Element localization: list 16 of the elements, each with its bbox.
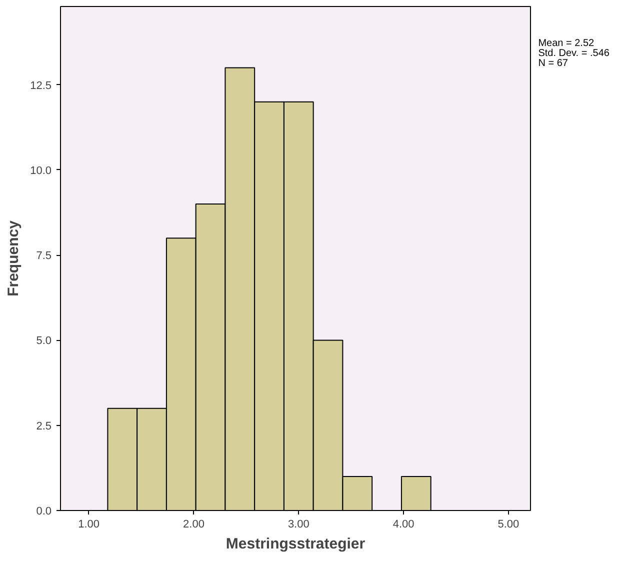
text: N = 67 bbox=[538, 58, 568, 69]
x-axis-title: Mestringsstrategier bbox=[226, 536, 366, 552]
x-tick-label: 5.00 bbox=[498, 518, 520, 530]
y-tick-label: 10.0 bbox=[30, 164, 52, 177]
text: Mean = 2.52 bbox=[538, 38, 595, 49]
text: Std. Dev. = .546 bbox=[538, 48, 610, 59]
y-tick-label: 7.5 bbox=[36, 250, 52, 262]
x-tick-label: 4.00 bbox=[392, 518, 414, 530]
x-tick-label: 2.00 bbox=[183, 518, 204, 530]
y-tick-label: 12.5 bbox=[30, 80, 52, 92]
y-axis-title: Frequency bbox=[5, 220, 22, 296]
y-tick-label: 5.0 bbox=[36, 335, 52, 348]
y-tick-label: 0.0 bbox=[36, 506, 52, 518]
x-tick-label: 3.00 bbox=[288, 518, 310, 530]
y-tick-label: 2.5 bbox=[36, 420, 52, 432]
x-tick-label: 1.00 bbox=[78, 518, 100, 530]
